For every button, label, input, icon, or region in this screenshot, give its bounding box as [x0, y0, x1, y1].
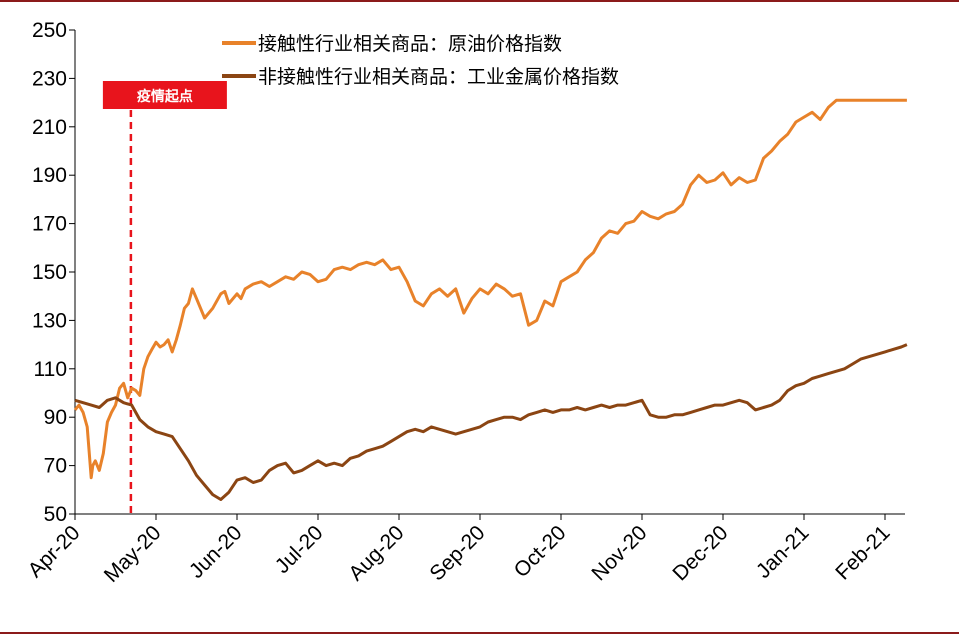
y-tick-label: 210: [32, 116, 67, 139]
y-tick-label: 170: [32, 213, 67, 236]
y-tick-label: 130: [32, 309, 67, 332]
y-tick-label: 150: [32, 261, 67, 284]
crude-oil-index-line: [73, 98, 907, 480]
x-tick-label: Nov-20: [587, 521, 651, 585]
top-rule: [0, 0, 959, 2]
y-tick-label: 190: [32, 164, 67, 187]
legend-item-crude-oil-label: 接触性行业相关商品：原油价格指数: [258, 33, 562, 55]
legend-item-industrial-metal-label: 非接触性行业相关商品：工业金属价格指数: [258, 66, 619, 88]
y-tick-label: 230: [32, 67, 67, 90]
x-tick-label: Apr-20: [24, 521, 85, 582]
y-tick-label: 70: [44, 455, 67, 478]
industrial-metal-index-line: [74, 343, 908, 501]
x-tick-label: Oct-20: [510, 521, 571, 582]
epidemic-start-label: 疫情起点: [137, 88, 193, 105]
y-tick-label: 50: [44, 503, 67, 526]
y-tick-label: 110: [34, 358, 67, 381]
epidemic-start-label-box: [102, 81, 227, 109]
y-tick-label: 250: [32, 19, 67, 42]
series-layer: [73, 98, 908, 501]
x-tick-label: Feb-21: [831, 521, 894, 584]
y-tick-label: 90: [44, 406, 67, 429]
x-tick-label: May-20: [100, 521, 166, 587]
x-tick-label: Sep-20: [425, 521, 489, 585]
x-tick-label: Jun-20: [185, 521, 247, 583]
bottom-rule: [0, 632, 959, 634]
epidemic-start-marker: 疫情起点: [102, 81, 227, 514]
x-tick-label: Aug-20: [344, 521, 408, 585]
x-tick-label: Dec-20: [668, 521, 732, 585]
x-tick-label: Jul-20: [271, 521, 328, 578]
x-tick-label: Jan-21: [752, 521, 814, 583]
